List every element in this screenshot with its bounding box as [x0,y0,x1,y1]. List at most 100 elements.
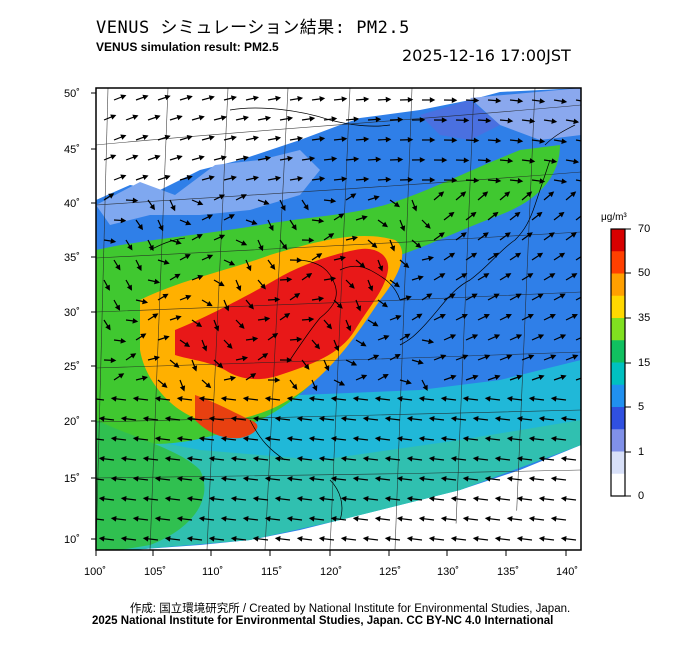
colorbar-label-0: 0 [638,490,645,502]
wind-arrowhead [516,536,523,542]
wind-arrowhead [142,536,149,542]
wind-arrowhead [115,264,121,271]
wind-arrowhead [286,276,293,283]
wind-arrowhead [549,314,556,320]
wind-arrowhead [286,357,293,363]
license-line: 2025 National Institute for Environmenta… [92,615,554,627]
wind-arrowhead [551,158,558,164]
wind-arrowhead [363,176,370,183]
wind-arrowhead [560,496,567,502]
wind-arrowhead [201,345,208,352]
colorbar-label-70: 70 [638,223,651,235]
wind-arrowhead [528,396,535,402]
colorbar [611,229,625,497]
wind-arrowhead [463,117,470,124]
wind-arrowhead [526,232,533,238]
wind-arrowhead [186,95,193,101]
wind-arrowhead [538,496,545,502]
wind-arrowhead [472,334,479,340]
wind-arrowhead [303,204,309,211]
wind-arrowhead [373,195,380,201]
wind-arrowhead [485,157,492,164]
wind-arrowhead [258,245,264,252]
wind-arrowhead [462,436,469,442]
wind-arrowhead [384,456,391,462]
wind-arrowhead [377,265,384,272]
wind-arrowhead [419,157,426,163]
wind-arrowhead [98,416,105,422]
wind-arrowhead [253,175,260,182]
wind-arrowhead [494,456,501,462]
wind-arrowhead [208,95,215,101]
wind-arrowhead [230,456,237,462]
wind-arrowhead [141,375,148,382]
wind-arrowhead [381,221,389,228]
forecast-timestamp: 2025-12-16 17:00JST [402,46,571,65]
wind-arrowhead [504,191,511,198]
wind-arrowhead [164,536,171,542]
wind-arrowhead [98,536,105,542]
wind-arrowhead [451,97,458,103]
wind-arrowhead [495,177,502,184]
wind-arrowhead [275,135,282,142]
wind-arrowhead [550,516,557,522]
wind-arrowhead [264,316,271,322]
wind-arrow [575,256,581,261]
wind-arrowhead [515,252,522,259]
wind-arrowhead [114,304,121,311]
wind-arrowhead [528,436,535,442]
wind-arrowhead [274,456,281,462]
wind-arrowhead [461,273,468,279]
wind-arrowhead [504,232,511,238]
wind-arrowhead [272,333,279,339]
wind-arrowhead [374,516,381,522]
wind-arrowhead [308,476,315,482]
wind-arrowhead [318,217,325,224]
wind-arrowhead [399,225,406,232]
wind-arrowhead [494,374,501,381]
wind-arrowhead [362,416,369,422]
wind-arrowhead [538,416,545,422]
wind-arrowhead [333,345,340,352]
wind-arrowhead [120,496,127,502]
wind-arrowhead [312,385,318,392]
wind-arrowhead [132,197,139,204]
wind-arrowhead [198,436,205,442]
colorbar-label-5: 5 [638,401,645,413]
wind-arrowhead [226,342,233,349]
lon-label-125: 125˚ [379,566,401,578]
wind-arrowhead [472,496,479,502]
wind-arrowhead [429,97,436,103]
wind-arrowhead [137,224,144,231]
wind-arrowhead [230,175,237,181]
wind-arrowhead [326,323,333,330]
title-japanese: VENUS シミュレーション結果: PM2.5 [96,18,410,38]
wind-arrowhead [318,496,325,502]
wind-arrowhead [287,115,294,122]
wind-arrowhead [120,134,127,140]
wind-arrowhead [176,436,183,442]
wind-arrowhead [584,140,588,144]
lat-label-10: 10˚ [64,534,80,546]
wind-arrowhead [345,325,352,332]
wind-arrowhead [230,416,237,422]
wind-arrowhead [217,362,224,369]
map-field [96,88,588,550]
wind-arrowhead [153,355,160,362]
wind-arrowhead [246,265,252,272]
wind-arrowhead [308,316,315,323]
wind-arrowhead [208,456,215,462]
lon-label-135: 135˚ [497,566,519,578]
wind-arrowhead [482,232,489,238]
wind-arrowhead [353,156,360,163]
wind-arrowhead [197,274,204,281]
wind-arrowhead [230,496,237,502]
wind-arrowhead [265,115,272,122]
wind-arrowhead [516,416,523,422]
wind-arrowhead [516,334,523,340]
wind-arrowhead [362,456,369,462]
wind-arrowhead [154,396,161,402]
wind-arrowhead [306,273,313,279]
wind-arrowhead [506,516,513,522]
lat-label-25: 25˚ [64,361,80,373]
